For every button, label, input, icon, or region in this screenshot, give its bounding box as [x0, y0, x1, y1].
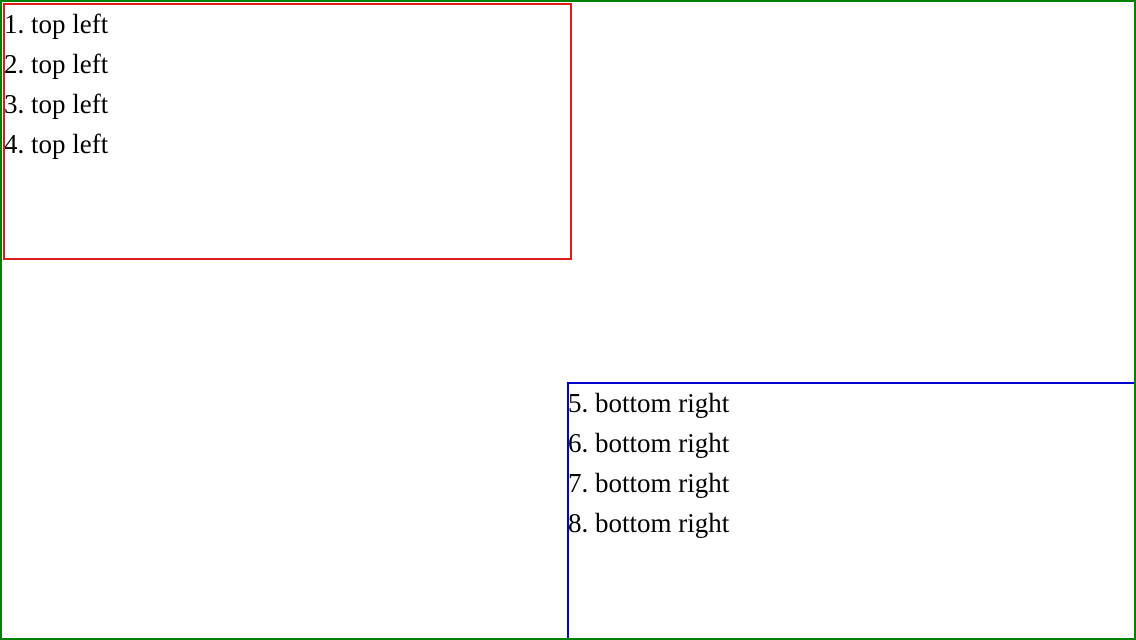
list-item: 1. top left [4, 9, 109, 39]
list-item: 5. bottom right [568, 388, 730, 418]
bottom-right-list: 5. bottom right 6. bottom right 7. botto… [569, 384, 1134, 544]
bottom-right-panel: 5. bottom right 6. bottom right 7. botto… [567, 382, 1134, 638]
list-item: 2. top left [4, 49, 109, 79]
top-left-list: 1. top left 2. top left 3. top left 4. t… [5, 5, 570, 165]
list-item: 4. top left [4, 129, 109, 159]
top-left-panel: 1. top left 2. top left 3. top left 4. t… [3, 3, 572, 260]
list-item: 7. bottom right [568, 468, 730, 498]
list-item: 8. bottom right [568, 508, 730, 538]
list-item: 3. top left [4, 89, 109, 119]
list-item: 6. bottom right [568, 428, 730, 458]
